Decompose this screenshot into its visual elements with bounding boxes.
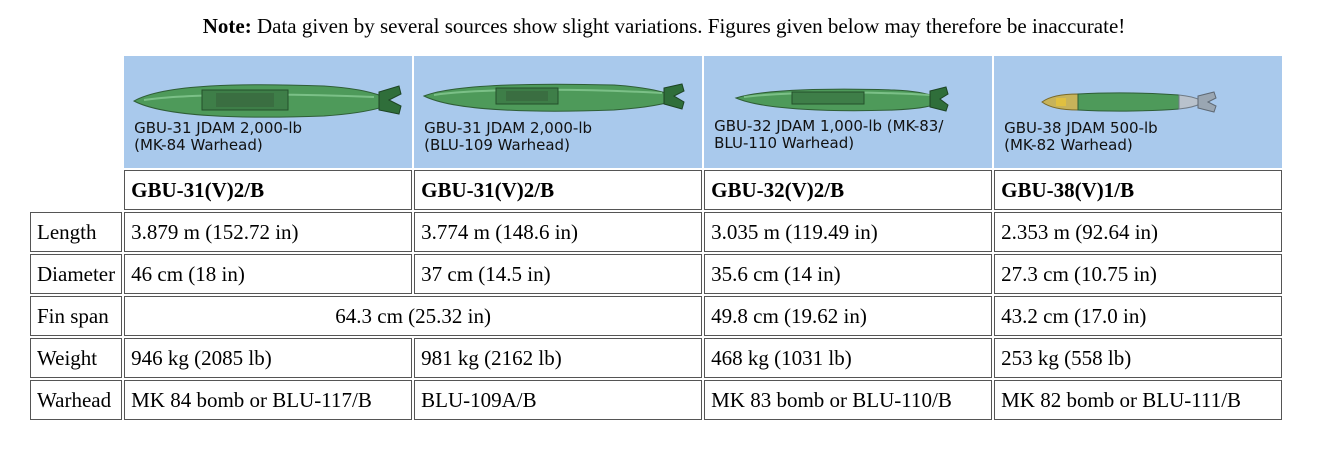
bomb-caption: GBU-38 JDAM 500-lb (MK-82 Warhead) — [1004, 120, 1158, 154]
warhead-row: Warhead MK 84 bomb or BLU-117/B BLU-109A… — [30, 380, 1283, 420]
row-label-diameter: Diameter — [30, 254, 123, 294]
warhead-cell: MK 82 bomb or BLU-111/B — [994, 380, 1283, 420]
bomb-image-cell-1: GBU-31 JDAM 2,000-lb (MK-84 Warhead) — [124, 56, 413, 168]
length-cell: 3.879 m (152.72 in) — [124, 212, 413, 252]
bomb-caption-line1: GBU-38 JDAM 500-lb — [1004, 119, 1158, 137]
row-label-length: Length — [30, 212, 123, 252]
weight-cell: 468 kg (1031 lb) — [704, 338, 993, 378]
fin-span-row: Fin span 64.3 cm (25.32 in) 49.8 cm (19.… — [30, 296, 1283, 336]
bomb-caption-line2: (MK-84 Warhead) — [134, 136, 263, 154]
bomb-image-cell-2: GBU-31 JDAM 2,000-lb (BLU-109 Warhead) — [414, 56, 703, 168]
diameter-cell: 35.6 cm (14 in) — [704, 254, 993, 294]
bomb-image-panel: GBU-38 JDAM 500-lb (MK-82 Warhead) — [994, 56, 1283, 168]
designation-cell: GBU-32(V)2/B — [704, 170, 993, 210]
diameter-cell: 37 cm (14.5 in) — [414, 254, 703, 294]
bomb-caption-line2: (BLU-109 Warhead) — [424, 136, 570, 154]
diameter-cell: 27.3 cm (10.75 in) — [994, 254, 1283, 294]
gbu32-bomb-icon — [734, 86, 949, 112]
warhead-cell: BLU-109A/B — [414, 380, 703, 420]
bomb-caption-line2: BLU-110 Warhead) — [714, 134, 855, 152]
designation-row: GBU-31(V)2/B GBU-31(V)2/B GBU-32(V)2/B G… — [30, 170, 1283, 210]
bomb-image-panel: GBU-31 JDAM 2,000-lb (MK-84 Warhead) — [124, 56, 413, 168]
note-label: Note: — [202, 14, 252, 38]
empty-corner-cell — [30, 170, 122, 210]
length-row: Length 3.879 m (152.72 in) 3.774 m (148.… — [30, 212, 1283, 252]
bomb-caption-line1: GBU-31 JDAM 2,000-lb — [424, 119, 593, 137]
warhead-cell: MK 83 bomb or BLU-110/B — [704, 380, 993, 420]
weight-row: Weight 946 kg (2085 lb) 981 kg (2162 lb)… — [30, 338, 1283, 378]
row-label-warhead: Warhead — [30, 380, 123, 420]
warhead-cell: MK 84 bomb or BLU-117/B — [124, 380, 413, 420]
empty-corner-cell — [30, 56, 122, 168]
weight-cell: 981 kg (2162 lb) — [414, 338, 703, 378]
diameter-row: Diameter 46 cm (18 in) 37 cm (14.5 in) 3… — [30, 254, 1283, 294]
gbu31-blu109-bomb-icon — [422, 83, 685, 112]
bomb-caption-line1: GBU-31 JDAM 2,000-lb — [134, 119, 303, 137]
length-cell: 3.774 m (148.6 in) — [414, 212, 703, 252]
row-label-fin-span: Fin span — [30, 296, 123, 336]
weight-cell: 253 kg (558 lb) — [994, 338, 1283, 378]
bomb-caption: GBU-31 JDAM 2,000-lb (BLU-109 Warhead) — [424, 120, 592, 154]
bomb-caption: GBU-32 JDAM 1,000-lb (MK-83/ BLU-110 War… — [714, 118, 943, 152]
bomb-image-cell-4: GBU-38 JDAM 500-lb (MK-82 Warhead) — [994, 56, 1283, 168]
designation-cell: GBU-31(V)2/B — [124, 170, 413, 210]
bomb-caption-line2: (MK-82 Warhead) — [1004, 136, 1133, 154]
note-body: Data given by several sources show sligh… — [251, 14, 1126, 38]
bomb-image-panel: GBU-31 JDAM 2,000-lb (BLU-109 Warhead) — [414, 56, 703, 168]
designation-cell: GBU-31(V)2/B — [414, 170, 703, 210]
gbu38-bomb-icon — [1041, 91, 1217, 113]
bomb-caption: GBU-31 JDAM 2,000-lb (MK-84 Warhead) — [134, 120, 302, 154]
fin-span-cell: 49.8 cm (19.62 in) — [704, 296, 993, 336]
length-cell: 2.353 m (92.64 in) — [994, 212, 1283, 252]
length-cell: 3.035 m (119.49 in) — [704, 212, 993, 252]
bomb-caption-line1: GBU-32 JDAM 1,000-lb (MK-83/ — [714, 117, 944, 135]
diameter-cell: 46 cm (18 in) — [124, 254, 413, 294]
jdam-spec-table: GBU-31 JDAM 2,000-lb (MK-84 Warhead) GBU… — [28, 54, 1284, 422]
fin-span-cell-shared: 64.3 cm (25.32 in) — [124, 296, 703, 336]
row-label-weight: Weight — [30, 338, 123, 378]
image-row: GBU-31 JDAM 2,000-lb (MK-84 Warhead) GBU… — [30, 56, 1283, 168]
designation-cell: GBU-38(V)1/B — [994, 170, 1283, 210]
note-text: Note: Data given by several sources show… — [0, 14, 1328, 39]
bomb-image-cell-3: GBU-32 JDAM 1,000-lb (MK-83/ BLU-110 War… — [704, 56, 993, 168]
weight-cell: 946 kg (2085 lb) — [124, 338, 413, 378]
fin-span-cell: 43.2 cm (17.0 in) — [994, 296, 1283, 336]
bomb-image-panel: GBU-32 JDAM 1,000-lb (MK-83/ BLU-110 War… — [704, 56, 993, 168]
gbu31-mk84-bomb-icon — [133, 84, 402, 118]
